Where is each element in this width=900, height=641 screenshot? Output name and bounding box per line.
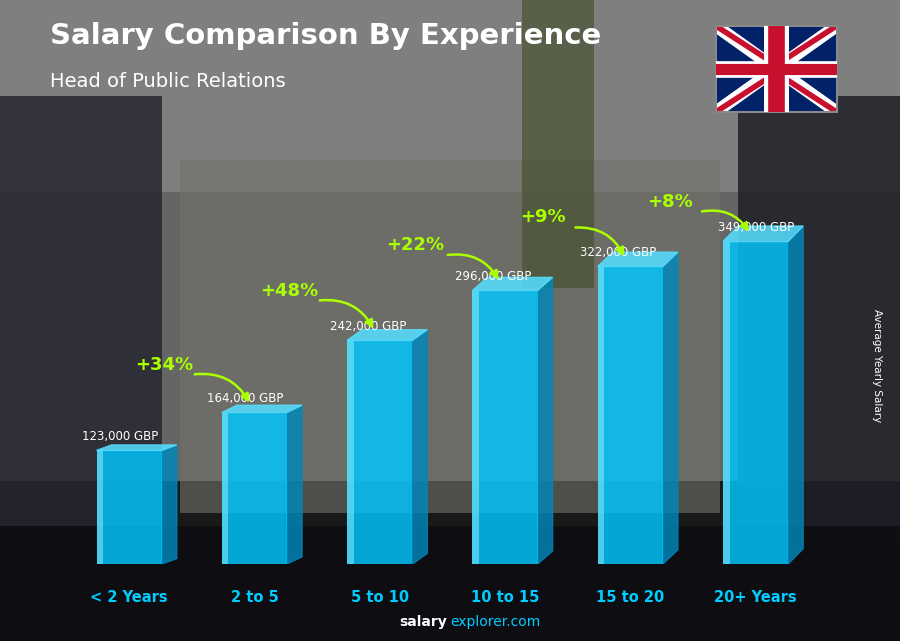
- Text: 322,000 GBP: 322,000 GBP: [580, 246, 656, 259]
- Polygon shape: [287, 405, 302, 564]
- Bar: [347, 340, 412, 564]
- Text: +8%: +8%: [647, 193, 693, 211]
- Bar: [598, 267, 663, 564]
- Bar: [96, 451, 162, 564]
- Bar: [738, 96, 900, 545]
- Bar: [180, 160, 720, 513]
- Text: Salary Comparison By Experience: Salary Comparison By Experience: [50, 22, 601, 51]
- Bar: [0, 96, 162, 545]
- Text: Average Yearly Salary: Average Yearly Salary: [872, 309, 883, 422]
- Bar: [522, 0, 594, 288]
- Text: 296,000 GBP: 296,000 GBP: [454, 270, 531, 283]
- Polygon shape: [598, 252, 678, 267]
- Text: 349,000 GBP: 349,000 GBP: [718, 221, 794, 234]
- Text: 5 to 10: 5 to 10: [351, 590, 409, 605]
- Text: 15 to 20: 15 to 20: [596, 590, 664, 605]
- Text: 2 to 5: 2 to 5: [230, 590, 278, 605]
- Bar: [723, 242, 730, 564]
- Text: +22%: +22%: [386, 237, 444, 254]
- Text: 10 to 15: 10 to 15: [471, 590, 539, 605]
- Bar: [0, 526, 900, 641]
- Bar: [598, 267, 604, 564]
- Bar: [347, 340, 354, 564]
- Text: 164,000 GBP: 164,000 GBP: [207, 392, 284, 405]
- Bar: [222, 413, 287, 564]
- Text: Head of Public Relations: Head of Public Relations: [50, 72, 285, 91]
- Text: 123,000 GBP: 123,000 GBP: [82, 430, 158, 443]
- Text: 20+ Years: 20+ Years: [715, 590, 796, 605]
- Text: +34%: +34%: [135, 356, 194, 374]
- Polygon shape: [347, 329, 428, 340]
- Bar: [723, 242, 788, 564]
- Text: 242,000 GBP: 242,000 GBP: [329, 320, 406, 333]
- Bar: [0, 192, 900, 545]
- Bar: [472, 290, 537, 564]
- Text: +9%: +9%: [520, 208, 565, 226]
- Bar: [0, 0, 900, 288]
- Polygon shape: [788, 226, 803, 564]
- Polygon shape: [222, 405, 302, 413]
- Text: explorer.com: explorer.com: [450, 615, 540, 629]
- Polygon shape: [412, 329, 427, 564]
- Bar: [222, 413, 229, 564]
- Polygon shape: [723, 226, 803, 242]
- Bar: [96, 451, 104, 564]
- Polygon shape: [663, 252, 678, 564]
- Polygon shape: [162, 445, 176, 564]
- Polygon shape: [472, 278, 553, 290]
- Text: +48%: +48%: [260, 283, 319, 301]
- Bar: [0, 481, 900, 641]
- Text: salary: salary: [400, 615, 447, 629]
- Polygon shape: [96, 445, 176, 451]
- Bar: [472, 290, 479, 564]
- Polygon shape: [537, 278, 553, 564]
- Text: < 2 Years: < 2 Years: [90, 590, 168, 605]
